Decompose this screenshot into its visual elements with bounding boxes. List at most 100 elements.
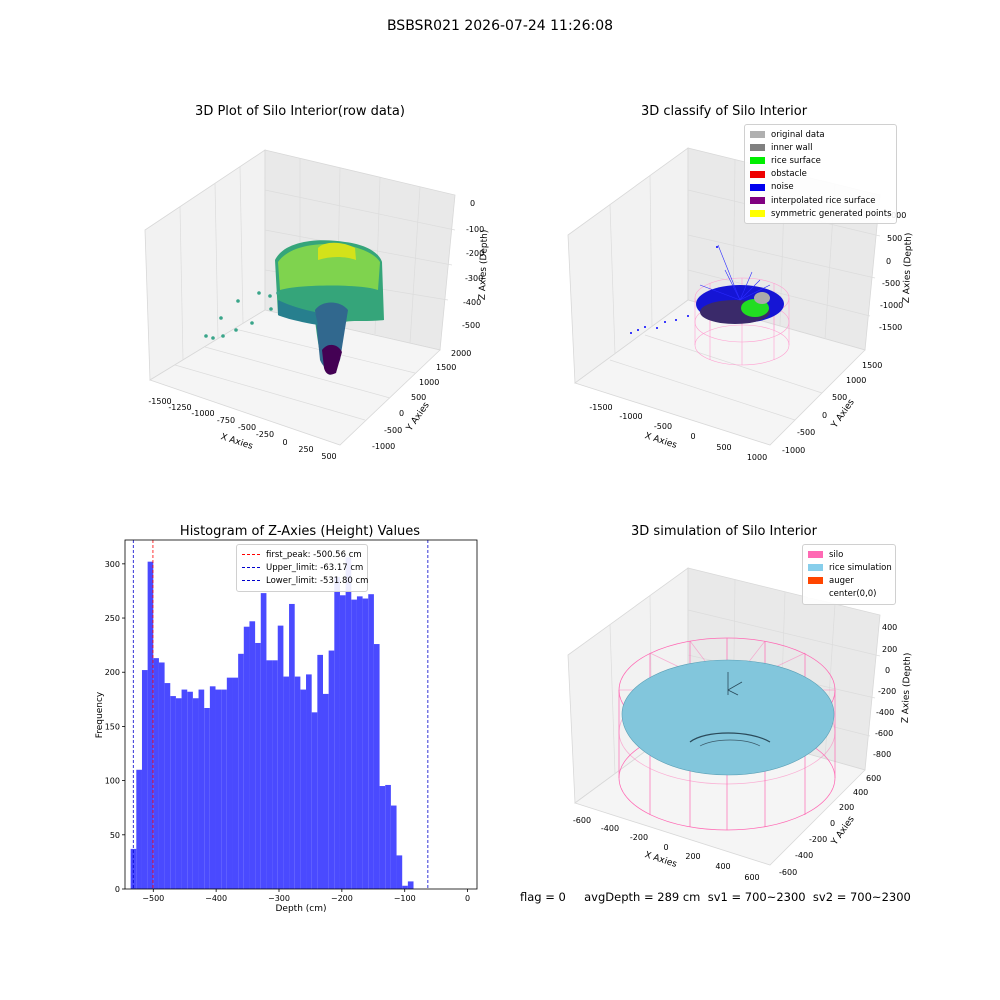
- classify-legend-item: interpolated rice surface: [750, 194, 891, 207]
- simulation-x-tick: 400: [715, 862, 730, 871]
- histogram-bar: [175, 698, 182, 889]
- legend-line: [242, 554, 260, 556]
- classify-x-tick: 0: [690, 432, 695, 441]
- raw-x-tick: -1000: [191, 409, 214, 418]
- classify-legend-item: rice surface: [750, 154, 891, 167]
- simulation-y-tick: -400: [795, 851, 813, 860]
- simulation-z-tick: -600: [875, 729, 893, 738]
- histogram-bar: [147, 561, 154, 889]
- classify-plot-title: 3D classify of Silo Interior: [640, 104, 808, 119]
- classify-z-tick: -500: [882, 279, 900, 288]
- classify-z-tick: 0: [886, 257, 891, 266]
- raw-z-tick: -300: [465, 274, 483, 283]
- histogram-y-tick-label: 50: [110, 831, 120, 840]
- histogram-bar: [328, 650, 335, 889]
- raw-x-tick: 250: [298, 445, 313, 454]
- legend-swatch: [808, 577, 823, 585]
- histogram-x-tick-label: −300: [268, 894, 290, 903]
- histogram-bar: [136, 769, 142, 889]
- histogram-x-label: Depth (cm): [275, 904, 326, 914]
- classify-y-tick: 500: [832, 393, 847, 402]
- simulation-plot-title: 3D simulation of Silo Interior: [631, 524, 817, 539]
- histogram-bar: [221, 689, 227, 889]
- histogram-bar: [209, 686, 216, 889]
- histogram-bar: [141, 670, 148, 889]
- simulation-z-tick: -200: [878, 687, 896, 696]
- histogram-x-tick-label: −400: [205, 894, 227, 903]
- simulation-z-tick: -800: [873, 750, 891, 759]
- histogram-bar: [294, 676, 301, 889]
- raw-z-ticks: 0 -100 -200 -300 -400 -500 Z Axies (Dept…: [462, 199, 490, 330]
- raw-x-tick: -1250: [168, 403, 191, 412]
- simulation-x-tick: -600: [573, 816, 591, 825]
- legend-swatch: [750, 157, 765, 165]
- legend-swatch: [750, 144, 765, 152]
- simulation-y-tick: 0: [830, 819, 835, 828]
- simulation-y-tick: 400: [853, 788, 868, 797]
- simulation-legend-item: silo: [808, 548, 890, 561]
- histogram-y-tick-label: 250: [105, 614, 120, 623]
- legend-swatch: [808, 564, 823, 572]
- raw-x-tick: -500: [238, 423, 256, 432]
- raw-z-label: Z Axies (Depth): [478, 230, 490, 301]
- histogram-y-tick-label: 200: [105, 668, 120, 677]
- histogram-bar: [158, 662, 165, 889]
- legend-label: interpolated rice surface: [771, 195, 876, 206]
- simulation-legend-item: rice simulation: [808, 561, 892, 574]
- histogram-bar: [255, 642, 261, 889]
- simulation-rice-surface: [621, 659, 835, 776]
- histogram-bar: [192, 698, 199, 889]
- legend-swatch: [808, 590, 823, 598]
- legend-swatch: [808, 551, 823, 559]
- classify-inner-wall: [754, 292, 770, 304]
- histogram-x-tick-label: −100: [394, 894, 416, 903]
- classify-x-tick: -1500: [589, 403, 612, 412]
- raw-y-tick: -500: [384, 426, 402, 435]
- classify-legend-item: noise: [750, 181, 891, 194]
- histogram-bar: [334, 576, 340, 889]
- histogram-legend-item: first_peak: -500.56 cm: [242, 548, 362, 561]
- histogram-bar: [385, 784, 391, 889]
- histogram-y-ticks: 0 50 100 150 200 250 300: [105, 560, 125, 894]
- legend-swatch: [750, 197, 765, 205]
- histogram-bar: [249, 621, 256, 889]
- raw-x-tick: -750: [217, 416, 235, 425]
- legend-label: rice simulation: [829, 562, 892, 573]
- histogram-bar: [396, 855, 403, 889]
- histogram-bar: [232, 677, 239, 889]
- classify-legend-item: symmetric generated points: [750, 207, 892, 220]
- raw-x-tick: 500: [321, 452, 336, 461]
- classify-z-tick: -1500: [879, 323, 902, 332]
- raw-y-tick: 500: [411, 393, 426, 402]
- simulation-x-tick: -400: [601, 824, 619, 833]
- raw-x-tick: 0: [282, 438, 287, 447]
- raw-surface: [204, 240, 384, 375]
- histogram-y-tick-label: 150: [105, 722, 120, 731]
- classify-x-tick: 500: [716, 443, 731, 452]
- histogram-bar: [153, 658, 159, 889]
- simulation-x-tick: 0: [663, 843, 668, 852]
- histogram-bar: [266, 660, 273, 889]
- histogram-bar: [390, 805, 397, 889]
- histogram-bar: [402, 885, 408, 889]
- raw-z-tick: -500: [462, 321, 480, 330]
- raw-z-tick: -100: [466, 225, 484, 234]
- histogram-bar: [283, 676, 290, 889]
- status-footer: flag = 0 avgDepth = 289 cm sv1 = 700~230…: [520, 890, 911, 904]
- histogram-bar: [362, 598, 369, 889]
- histogram-bar: [243, 626, 250, 889]
- histogram-bar: [317, 654, 323, 889]
- histogram-bar: [170, 696, 176, 889]
- histogram-bar: [351, 599, 357, 889]
- legend-label: noise: [771, 182, 794, 193]
- legend-swatch: [750, 131, 765, 139]
- raw-y-tick: 1500: [436, 363, 456, 372]
- simulation-x-tick: -200: [630, 833, 648, 842]
- histogram-bar: [345, 557, 352, 889]
- simulation-auger: [727, 672, 743, 696]
- histogram-bar: [164, 683, 171, 889]
- classify-x-tick: 1000: [747, 453, 767, 462]
- histogram-x-tick-label: 0: [465, 894, 470, 903]
- legend-label: original data: [771, 129, 825, 140]
